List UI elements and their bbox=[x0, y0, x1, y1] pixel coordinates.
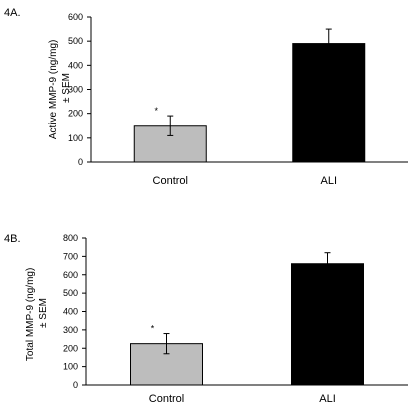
x-category-label-ali: ALI bbox=[319, 393, 336, 405]
significance-marker: * bbox=[151, 324, 155, 334]
y-tick-label: 300 bbox=[68, 85, 83, 95]
panel-label-4a: 4A. bbox=[4, 7, 21, 19]
bar-ali-4a bbox=[292, 43, 366, 163]
y-axis-label-4a: Active MMP-9 (ng/mg) ± SEM bbox=[48, 37, 72, 139]
chart-4a: 4A. Active MMP-9 (ng/mg) ± SEM 0 100 200 30… bbox=[4, 7, 408, 187]
significance-marker: * bbox=[154, 106, 158, 116]
y-tick-label: 800 bbox=[63, 233, 78, 243]
panel-label-4b: 4B. bbox=[4, 233, 21, 245]
y-tick-label: 100 bbox=[68, 133, 83, 143]
y-tick-label: 200 bbox=[63, 343, 78, 353]
x-category-label-ali: ALI bbox=[320, 175, 337, 187]
y-axis-label-4b-line1: Total MMP-9 (ng/mg) bbox=[25, 268, 36, 361]
y-tick-label: 500 bbox=[63, 288, 78, 298]
y-tick-label: 500 bbox=[68, 36, 83, 46]
y-tick-label: 600 bbox=[68, 12, 83, 22]
bar-ali-4b bbox=[291, 263, 364, 386]
y-tick-label: 0 bbox=[78, 157, 83, 167]
y-tick-label: 400 bbox=[68, 60, 83, 70]
y-tick-label: 100 bbox=[63, 362, 78, 372]
y-tick-label: 700 bbox=[63, 251, 78, 261]
y-axis-label-4a-line2: ± SEM bbox=[61, 73, 72, 103]
y-tick-label: 200 bbox=[68, 109, 83, 119]
y-tick-label: 600 bbox=[63, 270, 78, 280]
x-category-label-control: Control bbox=[149, 393, 184, 405]
x-category-label-control: Control bbox=[153, 175, 188, 187]
y-axis-label-4b-line2: ± SEM bbox=[38, 298, 49, 328]
y-tick-label: 300 bbox=[63, 325, 78, 335]
chart-4b: 4B. Total MMP-9 (ng/mg) ± SEM 0 100 200 300… bbox=[4, 233, 408, 405]
y-tick-label: 400 bbox=[63, 307, 78, 317]
y-axis-label-4b: Total MMP-9 (ng/mg) ± SEM bbox=[25, 265, 49, 361]
y-tick-label: 0 bbox=[73, 380, 78, 390]
y-axis-label-4a-line1: Active MMP-9 (ng/mg) bbox=[48, 40, 59, 139]
